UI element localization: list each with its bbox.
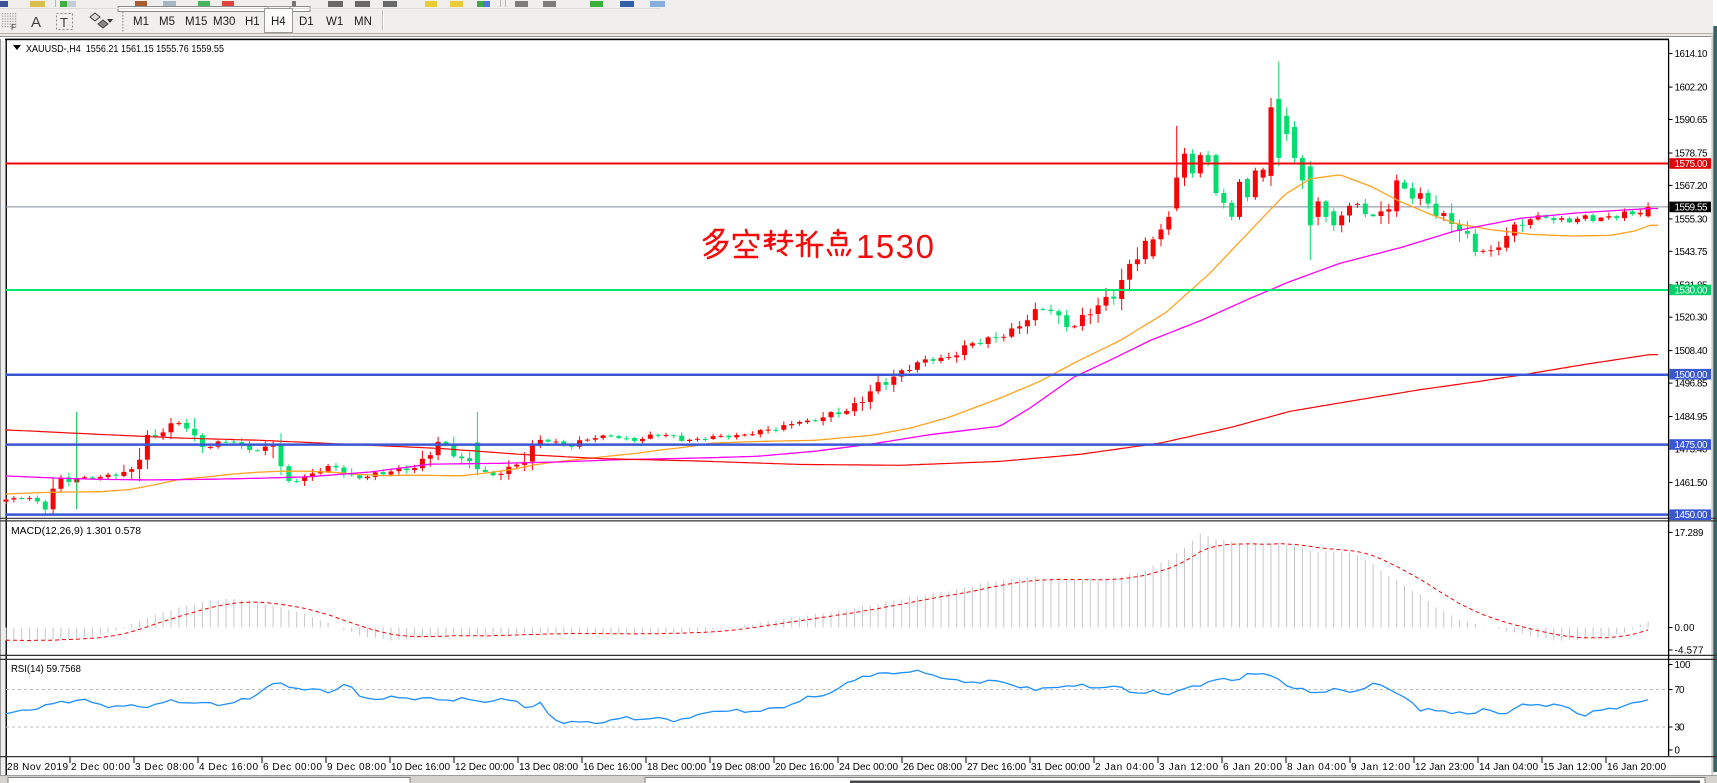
svg-text:30: 30 [1675, 723, 1686, 734]
svg-text:1530.00: 1530.00 [1675, 285, 1709, 296]
svg-text:1520.30: 1520.30 [1675, 313, 1709, 324]
svg-text:XAUUSD-,H4 1556.21 1561.15 15: XAUUSD-,H4 1556.21 1561.15 1555.76 1559.… [26, 43, 224, 55]
svg-text:6 Jan 20:00: 6 Jan 20:00 [1223, 762, 1282, 773]
svg-text:1575.00: 1575.00 [1675, 159, 1709, 170]
svg-text:12 Dec 00:00: 12 Dec 00:00 [455, 762, 514, 773]
svg-text:17.289: 17.289 [1675, 528, 1704, 539]
svg-text:A: A [31, 14, 41, 31]
svg-text:10 Dec 16:00: 10 Dec 16:00 [391, 762, 450, 773]
svg-text:31 Dec 00:00: 31 Dec 00:00 [1031, 762, 1090, 773]
svg-text:1500.00: 1500.00 [1675, 370, 1709, 381]
svg-text:1496.85: 1496.85 [1675, 379, 1709, 390]
svg-text:16 Dec 16:00: 16 Dec 16:00 [583, 762, 642, 773]
svg-text:MACD(12,26,9) 1.301 0.578: MACD(12,26,9) 1.301 0.578 [11, 525, 141, 537]
svg-text:M30: M30 [213, 16, 235, 28]
svg-text:9 Dec 08:00: 9 Dec 08:00 [327, 762, 386, 773]
svg-text:1543.75: 1543.75 [1675, 247, 1709, 258]
svg-text:0.00: 0.00 [1675, 623, 1696, 634]
svg-text:20 Dec 16:00: 20 Dec 16:00 [775, 762, 834, 773]
svg-text:4 Dec 16:00: 4 Dec 16:00 [199, 762, 258, 773]
svg-text:D1: D1 [299, 16, 314, 28]
svg-text:M1: M1 [133, 16, 149, 28]
svg-text:H1: H1 [245, 16, 260, 28]
svg-text:1461.50: 1461.50 [1675, 478, 1709, 489]
svg-text:18 Dec 00:00: 18 Dec 00:00 [647, 762, 706, 773]
svg-text:1578.75: 1578.75 [1675, 149, 1709, 160]
svg-text:9 Jan 12:00: 9 Jan 12:00 [1351, 762, 1410, 773]
svg-text:19 Dec 08:00: 19 Dec 08:00 [711, 762, 770, 773]
svg-text:14 Jan 04:00: 14 Jan 04:00 [1479, 762, 1538, 773]
svg-text:1450.00: 1450.00 [1675, 510, 1709, 521]
svg-text:27 Dec 16:00: 27 Dec 16:00 [967, 762, 1026, 773]
svg-text:13 Dec 08:00: 13 Dec 08:00 [519, 762, 578, 773]
svg-text:12 Jan 23:00: 12 Jan 23:00 [1415, 762, 1474, 773]
svg-text:MN: MN [354, 16, 372, 28]
svg-text:100: 100 [1675, 660, 1692, 671]
svg-text:15 Jan 12:00: 15 Jan 12:00 [1543, 762, 1602, 773]
svg-text:1602.20: 1602.20 [1675, 83, 1709, 94]
svg-text:1555.30: 1555.30 [1675, 214, 1709, 225]
svg-text:8 Jan 04:00: 8 Jan 04:00 [1287, 762, 1346, 773]
svg-text:3 Jan 12:00: 3 Jan 12:00 [1159, 762, 1218, 773]
svg-text:1473.40: 1473.40 [1675, 445, 1709, 456]
svg-text:1559.55: 1559.55 [1675, 202, 1709, 213]
svg-text:F: F [11, 23, 16, 32]
svg-text:1567.20: 1567.20 [1675, 181, 1709, 192]
svg-text:1614.10: 1614.10 [1675, 49, 1709, 60]
svg-text:W1: W1 [326, 16, 343, 28]
svg-text:M15: M15 [185, 16, 207, 28]
svg-text:1508.40: 1508.40 [1675, 346, 1709, 357]
svg-text:1475.00: 1475.00 [1675, 440, 1709, 451]
svg-text:-4.577: -4.577 [1675, 646, 1704, 657]
svg-text:24 Dec 00:00: 24 Dec 00:00 [839, 762, 898, 773]
svg-text:2 Jan 04:00: 2 Jan 04:00 [1095, 762, 1154, 773]
svg-text:16 Jan 20:00: 16 Jan 20:00 [1607, 762, 1666, 773]
svg-text:3 Dec 08:00: 3 Dec 08:00 [135, 762, 194, 773]
svg-text:28 Nov 2019: 28 Nov 2019 [7, 762, 68, 773]
svg-text:2 Dec 00:00: 2 Dec 00:00 [71, 762, 130, 773]
svg-text:1530: 1530 [856, 228, 934, 265]
svg-text:H4: H4 [271, 16, 286, 28]
svg-text:70: 70 [1675, 685, 1686, 696]
svg-text:M5: M5 [159, 16, 175, 28]
svg-text:RSI(14) 59.7568: RSI(14) 59.7568 [11, 663, 81, 675]
svg-text:T: T [60, 15, 68, 30]
svg-text:26 Dec 08:00: 26 Dec 08:00 [903, 762, 962, 773]
svg-text:1590.65: 1590.65 [1675, 115, 1709, 126]
svg-text:6 Dec 00:00: 6 Dec 00:00 [263, 762, 322, 773]
svg-text:0: 0 [1675, 746, 1681, 757]
svg-text:1484.95: 1484.95 [1675, 412, 1709, 423]
